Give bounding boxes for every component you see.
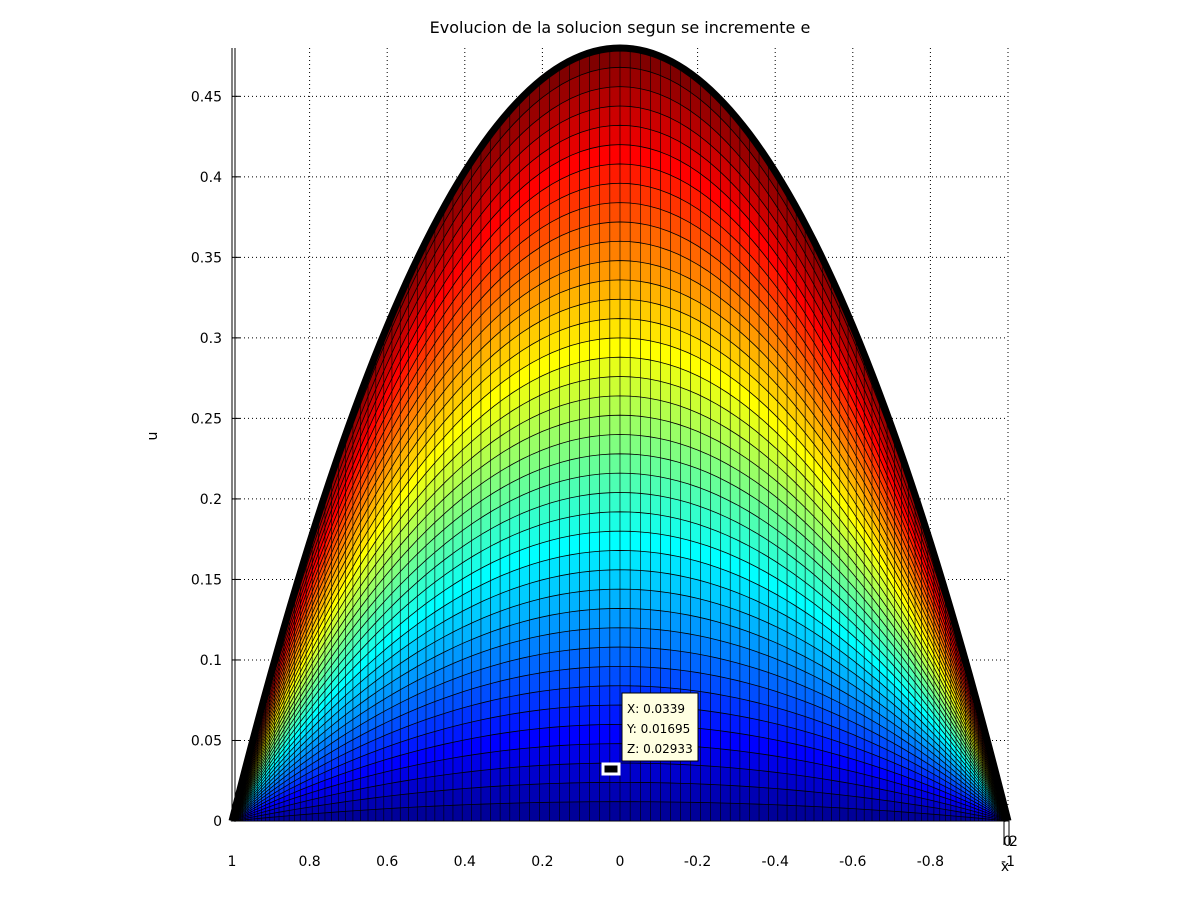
data-tip-marker[interactable] <box>601 762 621 776</box>
depth-tick-label: 2 <box>1009 834 1018 850</box>
axes: 0 0.05 0.1 0.15 0.2 0.25 0.3 0.35 0.4 0.45 1 0.8 0.6… <box>191 48 1015 870</box>
x-tick-label: 0.8 <box>298 854 320 870</box>
y-tick-label: 0.4 <box>200 170 222 186</box>
depth-axis: 02 <box>1003 821 1018 850</box>
x-tick-label: 0.4 <box>454 854 476 870</box>
y-tick-label: 0.25 <box>191 411 222 427</box>
y-tick-label: 0.05 <box>191 733 222 749</box>
y-tick-label: 0.3 <box>200 331 222 347</box>
y-tick-label: 0.15 <box>191 572 222 588</box>
x-axis-label: x <box>1001 859 1009 875</box>
x-tick-label: 1 <box>228 854 237 870</box>
depth-tick-label: 0 <box>1003 834 1012 850</box>
y-tick-label: 0.1 <box>200 653 222 669</box>
y-tick-label: 0.2 <box>200 492 222 508</box>
x-tick-label: -0.4 <box>762 854 789 870</box>
x-tick-label: -0.2 <box>684 854 711 870</box>
x-tick-label: -0.8 <box>917 854 944 870</box>
y-axis-label: u <box>145 432 161 441</box>
y-tick-label: 0.45 <box>191 89 222 105</box>
x-tick-label: 0.2 <box>531 854 553 870</box>
data-tip-box <box>621 692 699 762</box>
x-tick-label: 0.6 <box>376 854 398 870</box>
x-tick-label: 0 <box>616 854 625 870</box>
x-tick-label: -1 <box>1001 854 1015 870</box>
y-tick-label: 0 <box>213 814 222 830</box>
surface-outline <box>228 44 1012 822</box>
chart-title: Evolucion de la solucion segun se increm… <box>430 18 811 37</box>
data-tip-z: Z: 0.02933 <box>627 742 693 756</box>
x-tick-label: -0.6 <box>839 854 866 870</box>
data-tip-y: Y: 0.01695 <box>626 722 690 736</box>
data-tip[interactable]: X: 0.0339 Y: 0.01695 Z: 0.02933 <box>601 692 699 776</box>
y-tick-label: 0.35 <box>191 250 222 266</box>
surface-mesh <box>228 44 1012 822</box>
data-tip-x: X: 0.0339 <box>627 702 685 716</box>
